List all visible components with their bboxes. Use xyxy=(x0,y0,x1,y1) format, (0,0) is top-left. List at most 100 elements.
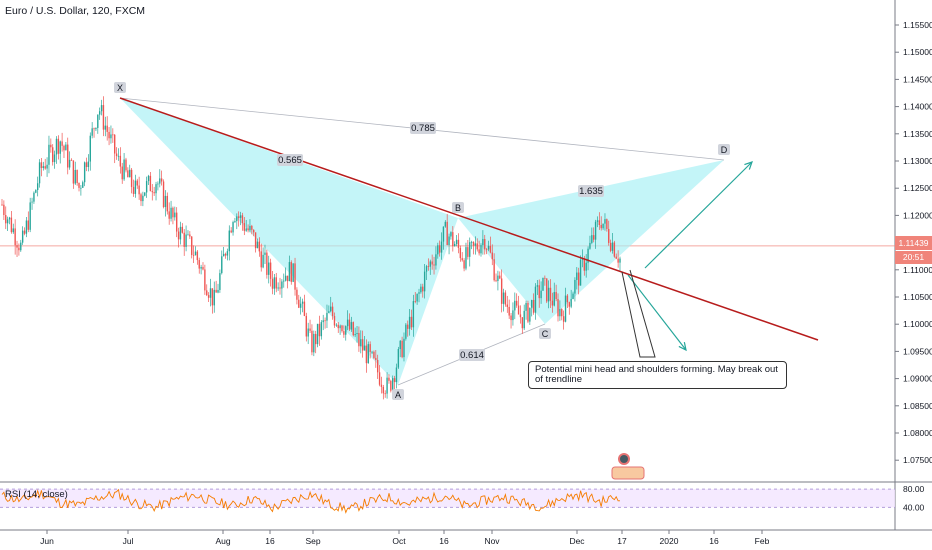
candle-body xyxy=(219,273,221,290)
event-marker-inner xyxy=(620,455,628,463)
candle-body xyxy=(542,277,544,291)
y-tick-label: 1.14000 xyxy=(903,102,932,112)
candle-body xyxy=(260,251,262,268)
x-tick-label: Nov xyxy=(484,536,500,546)
candle-body xyxy=(433,264,435,266)
x-tick-label: Jun xyxy=(40,536,54,546)
x-tick-label: 16 xyxy=(439,536,449,546)
candle-body xyxy=(153,192,155,194)
y-tick-label: 1.09500 xyxy=(903,346,932,356)
candle-body xyxy=(500,278,503,304)
ratio-label: 0.614 xyxy=(460,350,484,361)
candle-body xyxy=(70,159,73,161)
candle-body xyxy=(115,153,118,157)
candle-body xyxy=(189,234,191,237)
candle-body xyxy=(343,331,345,335)
candle-body xyxy=(191,236,193,255)
candle-body xyxy=(299,303,302,308)
candle-body xyxy=(508,306,510,316)
x-tick-label: 16 xyxy=(709,536,719,546)
candle-body xyxy=(14,228,16,246)
candle-body xyxy=(181,226,184,233)
pattern-point-a-box xyxy=(392,389,404,400)
bearish-arrow xyxy=(627,274,687,351)
pattern-point-d-box xyxy=(718,144,730,155)
candle-body xyxy=(249,225,251,231)
candle-body xyxy=(42,166,45,168)
candle-body xyxy=(572,293,574,300)
candle-body xyxy=(67,144,69,168)
candle-body xyxy=(172,207,174,218)
candle-body xyxy=(213,289,215,306)
candle-body xyxy=(168,211,170,219)
candle-body xyxy=(284,275,287,281)
candle-body xyxy=(155,184,157,194)
candle-body xyxy=(440,241,443,253)
candle-body xyxy=(266,252,268,275)
pattern-point-x-label: X xyxy=(117,83,123,93)
bullish-arrow-head xyxy=(744,161,753,170)
candle-body xyxy=(127,170,129,178)
candle-body xyxy=(589,242,591,249)
candle-body xyxy=(251,225,253,230)
candle-body xyxy=(29,202,31,230)
candle-body xyxy=(83,162,86,183)
candle-body xyxy=(309,328,311,331)
candle-body xyxy=(609,242,612,251)
candle-body xyxy=(382,386,385,394)
candle-body xyxy=(346,319,349,327)
candle-body xyxy=(206,290,208,296)
candle-body xyxy=(474,243,477,246)
y-tick-label: 1.08500 xyxy=(903,401,932,411)
candle-body xyxy=(527,302,529,322)
rsi-line xyxy=(1,488,620,514)
candle-body xyxy=(3,204,5,216)
candle-body xyxy=(579,259,582,286)
candle-body xyxy=(335,324,338,326)
candle-body xyxy=(283,280,285,282)
candle-body xyxy=(215,289,217,293)
candle-body xyxy=(392,378,394,391)
candle-body xyxy=(8,217,11,220)
candle-body xyxy=(393,378,396,382)
candle-body xyxy=(534,286,537,313)
candle-body xyxy=(98,111,101,115)
candle-body xyxy=(93,128,95,130)
candle-body xyxy=(365,345,368,364)
candle-body xyxy=(72,160,75,184)
x-tick-label: Sep xyxy=(305,536,320,546)
candle-body xyxy=(348,319,351,330)
candle-body xyxy=(16,245,18,248)
countdown-badge: 20:51 xyxy=(895,251,932,264)
candle-body xyxy=(50,144,52,148)
candle-body xyxy=(196,251,199,261)
candle-body xyxy=(463,260,465,269)
candle-body xyxy=(269,262,272,279)
candle-body xyxy=(237,216,240,218)
candle-body xyxy=(119,155,122,167)
x-tick-label: 2020 xyxy=(660,536,679,546)
candle-body xyxy=(484,239,486,250)
candle-body xyxy=(275,277,277,289)
candle-body xyxy=(5,215,7,224)
candle-body xyxy=(613,242,616,257)
candle-body xyxy=(256,241,259,249)
candle-body xyxy=(390,380,392,391)
candle-body xyxy=(53,154,56,163)
candle-body xyxy=(290,262,292,282)
y-tick-label: 1.14500 xyxy=(903,74,932,84)
candle-body xyxy=(504,292,507,305)
candle-body xyxy=(318,323,321,337)
candle-body xyxy=(551,300,554,306)
candle-body xyxy=(438,245,441,253)
candle-body xyxy=(245,228,247,231)
candle-body xyxy=(333,316,336,326)
event-flags[interactable] xyxy=(611,466,645,480)
annotation-note[interactable]: Potential mini head and shoulders formin… xyxy=(528,361,787,389)
candle-body xyxy=(117,155,120,157)
candle-body xyxy=(587,248,589,263)
candle-body xyxy=(82,182,84,188)
rsi-level-label: 80.00 xyxy=(903,484,925,494)
candle-body xyxy=(512,310,514,321)
